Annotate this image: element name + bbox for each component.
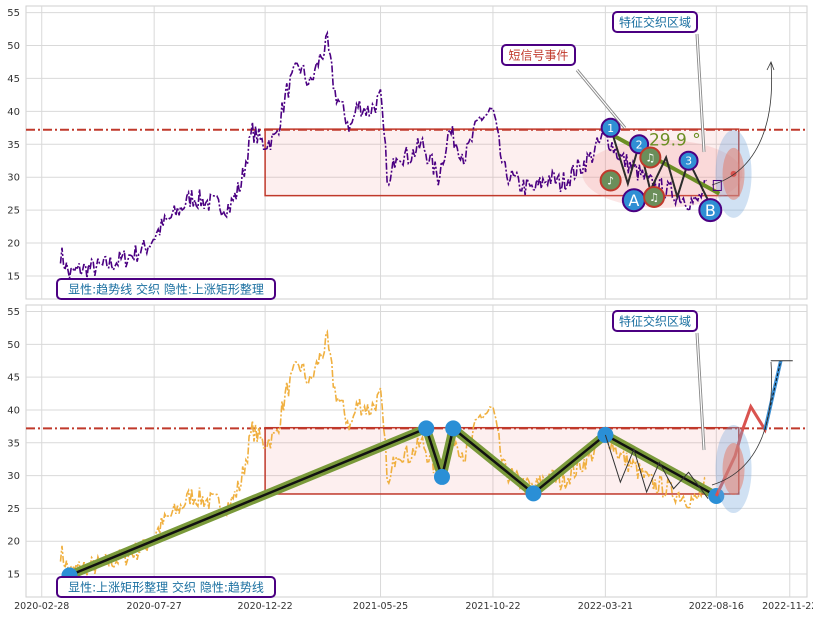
pattern-caption-box <box>56 278 276 300</box>
marker-label: ♫ <box>645 151 655 164</box>
short-signal-label-box <box>501 44 576 66</box>
pattern-caption: 显性:趋势线 交织 隐性:上涨矩形整理 <box>68 282 264 297</box>
y-tick-label: 40 <box>7 107 20 118</box>
zigzag-pivot-point <box>433 468 450 485</box>
y-tick-label: 45 <box>7 373 20 384</box>
marker-circle <box>698 198 723 223</box>
marker-circle <box>643 185 666 208</box>
x-tick-label: 2020-02-28 <box>14 601 69 612</box>
y-tick-label: 25 <box>7 206 20 217</box>
feature-zone-label: 特征交织区域 <box>619 15 691 30</box>
marker-label: 3 <box>685 155 692 168</box>
y-tick-label: 25 <box>7 504 20 515</box>
projection-arc <box>711 361 772 486</box>
marker-circle <box>599 169 622 192</box>
short-signal-label: 短信号事件 <box>508 49 568 63</box>
y-tick-label: 45 <box>7 74 20 85</box>
marker-label: 2 <box>636 138 643 151</box>
y-tick-label: 40 <box>7 405 20 416</box>
top-y-tick-labels: 15 20 25 30 35 40 45 50 55 <box>7 8 20 282</box>
trend-angle-label: -29.9 ° <box>643 131 701 151</box>
y-tick-label: 50 <box>7 340 20 351</box>
bottom-zigzag-trend <box>61 420 725 584</box>
x-tick-label: 2021-10-22 <box>465 601 520 612</box>
zigzag-pivot-point <box>418 420 435 437</box>
zigzag-pivot-point <box>445 420 462 437</box>
x-tick-label: 2022-11-22 <box>762 601 813 612</box>
marker-circle <box>600 117 621 138</box>
top-gridlines <box>26 6 807 299</box>
y-tick-label: 15 <box>7 570 20 581</box>
marker-circle <box>678 150 699 171</box>
x-tick-label: 2022-08-16 <box>689 601 744 612</box>
marker-label: B <box>705 201 716 220</box>
short-signal-arrow-inner <box>576 69 626 129</box>
marker-label: ♪ <box>607 174 614 187</box>
marker-box <box>712 179 722 191</box>
y-tick-label: 50 <box>7 41 20 52</box>
y-tick-label: 15 <box>7 271 20 282</box>
x-tick-labels: 2020-02-28 2020-07-27 2020-12-22 2021-05-25… <box>14 601 813 612</box>
feature-zone-arrow-inner <box>696 332 705 451</box>
marker-label: ♫ <box>649 191 659 204</box>
bottom-y-tick-labels: 15 20 25 30 35 40 45 50 55 <box>7 307 20 580</box>
price-line <box>59 30 707 279</box>
zigzag-pivot-point <box>525 485 542 502</box>
pattern-caption-box <box>56 576 276 598</box>
feature-zone-arrow-inner <box>696 33 705 153</box>
feature-zone-label: 特征交织区域 <box>619 314 691 329</box>
feature-zone-label-box <box>612 11 698 33</box>
projection-arc-head <box>766 61 775 71</box>
x-tick-label: 2022-03-21 <box>578 601 633 612</box>
y-tick-label: 55 <box>7 307 20 318</box>
marker-circle <box>639 146 662 169</box>
y-tick-label: 20 <box>7 537 20 548</box>
y-tick-label: 55 <box>7 8 20 19</box>
x-tick-label: 2020-12-22 <box>237 601 292 612</box>
marker-label: 1 <box>607 122 614 135</box>
y-tick-label: 20 <box>7 239 20 250</box>
top-price-series <box>59 30 707 279</box>
feature-zone-label-box <box>612 310 698 332</box>
inner-zigzag <box>604 434 709 499</box>
y-tick-label: 30 <box>7 471 20 482</box>
feature-zone-inner <box>722 443 745 496</box>
marker-label: A <box>628 191 639 210</box>
top-panel: 15 20 25 30 35 40 45 50 55 -29.9 ° 1 2 3 A B ♪ ♫ ♫ 特征交织… <box>7 5 808 300</box>
y-tick-label: 35 <box>7 140 20 151</box>
y-tick-label: 35 <box>7 438 20 449</box>
x-tick-label: 2020-07-27 <box>127 601 182 612</box>
x-tick-label: 2021-05-25 <box>353 601 408 612</box>
top-pattern-markers: 1 2 3 A B ♪ ♫ ♫ <box>599 117 723 223</box>
pattern-caption: 显性:上涨矩形整理 交织 隐性:趋势线 <box>68 580 264 595</box>
projection-arc <box>711 62 772 186</box>
y-tick-label: 30 <box>7 173 20 184</box>
